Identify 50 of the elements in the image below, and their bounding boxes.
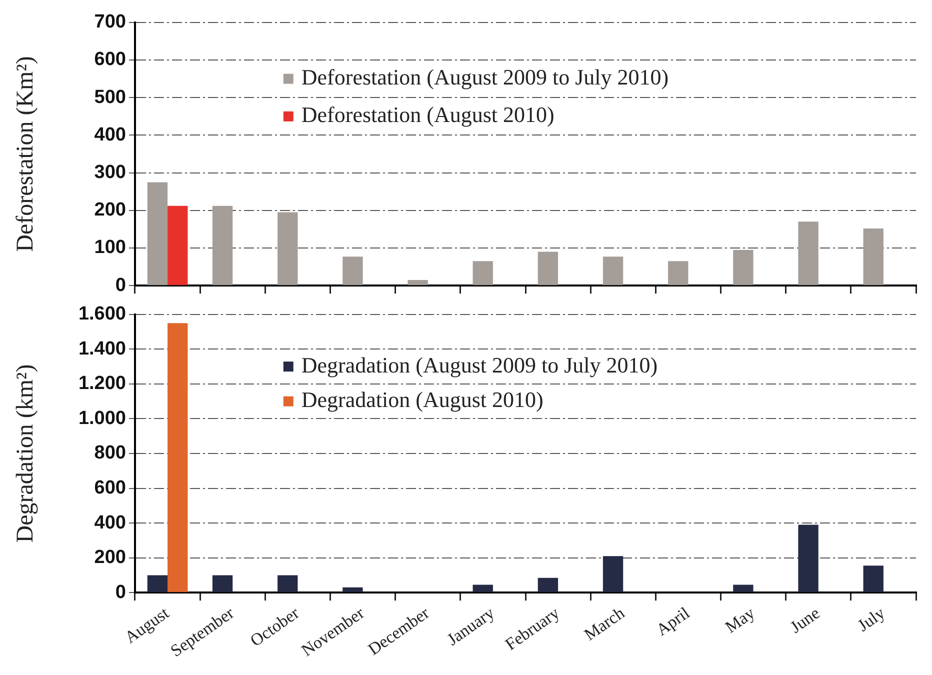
y-tick-label: 200 xyxy=(94,547,126,568)
x-tick-label: June xyxy=(786,603,824,637)
bar xyxy=(472,261,493,286)
legend-label: Deforestation (August 2009 to July 2010) xyxy=(301,64,669,90)
bar xyxy=(168,206,188,286)
y-tick-label: 500 xyxy=(94,86,126,108)
y-tick-label: 1.200 xyxy=(78,373,126,394)
legend-label: Degradation (August 2010) xyxy=(301,387,544,412)
y-axis-title: Degradation (km²) xyxy=(12,364,39,543)
bar xyxy=(212,206,233,286)
legend-label: Deforestation (August 2010) xyxy=(301,102,554,128)
y-tick-label: 100 xyxy=(94,237,126,258)
y-tick-label: 1.000 xyxy=(78,408,126,429)
bar xyxy=(147,575,168,592)
bar xyxy=(212,575,233,592)
y-tick-label: 1.600 xyxy=(78,304,126,325)
y-tick-label: 1.400 xyxy=(78,338,126,360)
bar xyxy=(538,578,558,592)
bar xyxy=(278,575,298,592)
bar xyxy=(342,256,363,286)
bar xyxy=(798,524,818,592)
bar xyxy=(278,212,298,286)
bar xyxy=(733,584,754,592)
y-tick-label: 0 xyxy=(115,274,126,296)
y-tick-label: 700 xyxy=(94,12,126,33)
y-tick-label: 300 xyxy=(94,162,126,184)
bar xyxy=(863,228,884,286)
y-tick-label: 0 xyxy=(115,582,126,603)
bar xyxy=(798,222,818,286)
legend-label: Degradation (August 2009 to July 2010) xyxy=(301,352,658,378)
y-tick-label: 400 xyxy=(94,124,126,146)
bar xyxy=(602,256,624,286)
bar xyxy=(538,252,558,286)
bar xyxy=(733,250,754,286)
y-tick-label: 800 xyxy=(94,442,126,464)
bar xyxy=(668,261,688,286)
y-axis-title: Deforestation (Km²) xyxy=(12,56,39,252)
y-tick-label: 200 xyxy=(94,200,126,221)
bar xyxy=(147,182,168,286)
bar xyxy=(863,566,884,592)
bar xyxy=(408,280,428,286)
bar xyxy=(602,556,624,592)
x-tick-label: July xyxy=(854,603,889,636)
bar xyxy=(168,323,188,592)
y-tick-label: 400 xyxy=(94,512,126,534)
y-tick-label: 600 xyxy=(94,478,126,499)
y-tick-label: 600 xyxy=(94,49,126,70)
bar xyxy=(342,587,363,592)
bar xyxy=(472,584,493,592)
x-tick-label: May xyxy=(722,603,759,637)
